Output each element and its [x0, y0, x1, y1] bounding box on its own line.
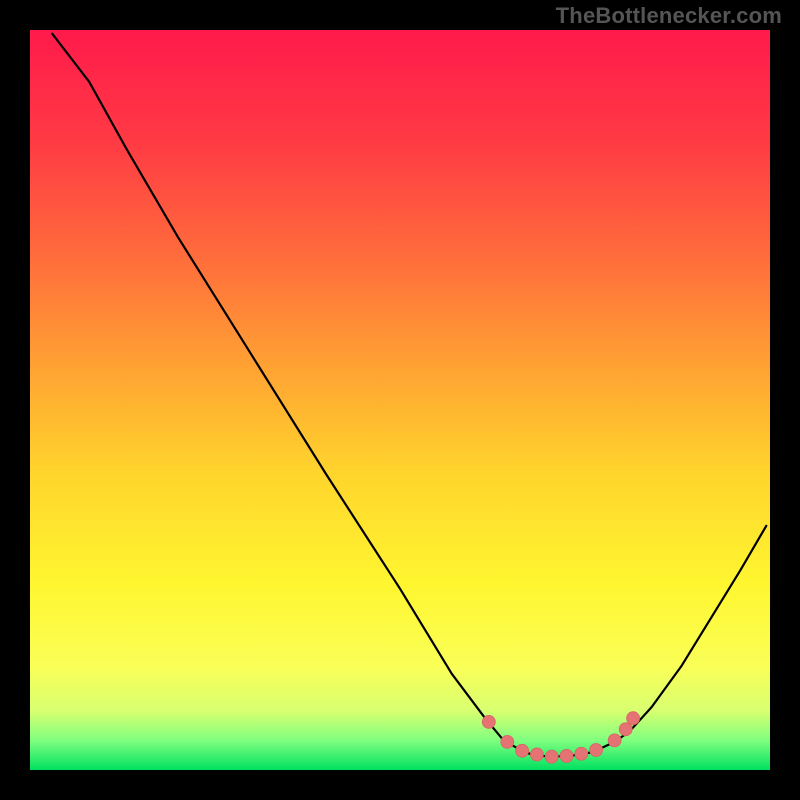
marker-dot: [608, 734, 621, 747]
chart-container: TheBottlenecker.com: [0, 0, 800, 800]
marker-dot: [516, 744, 529, 757]
watermark-text: TheBottlenecker.com: [556, 3, 782, 29]
marker-dot: [482, 715, 495, 728]
marker-dot: [545, 750, 558, 763]
marker-dot: [560, 749, 573, 762]
marker-dot: [575, 747, 588, 760]
marker-dot: [501, 735, 514, 748]
marker-dot: [627, 712, 640, 725]
chart-gradient-background: [30, 30, 770, 770]
marker-dot: [530, 748, 543, 761]
marker-dot: [590, 744, 603, 757]
bottleneck-curve-chart: [0, 0, 800, 800]
marker-dot: [619, 723, 632, 736]
